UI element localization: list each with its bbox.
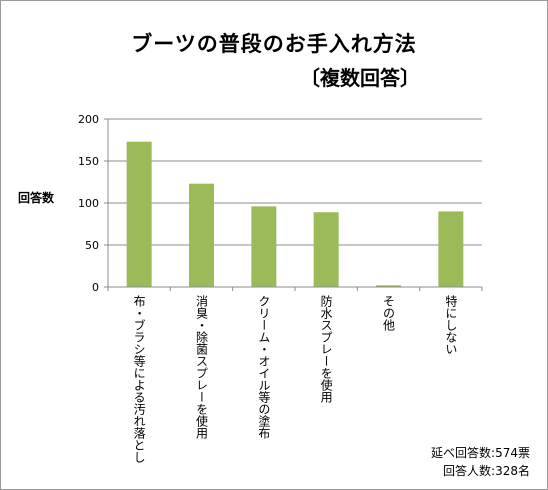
- x-category-label: 消臭・除菌スプレーを使用: [194, 295, 209, 439]
- bar: [126, 141, 152, 287]
- respondents-note: 回答人数:328名: [443, 464, 530, 478]
- y-tick-label: 150: [78, 155, 99, 168]
- y-axis-title: 回答数: [18, 191, 55, 205]
- chart-subtitle: 〔複数回答〕: [300, 66, 420, 90]
- y-tick-label: 0: [92, 281, 99, 294]
- bar: [438, 211, 464, 287]
- bar: [189, 183, 214, 287]
- axis-layer: 0 50 100 150 200: [78, 113, 483, 294]
- y-tick-label: 50: [85, 239, 99, 252]
- bar: [251, 206, 277, 287]
- y-tick-label: 100: [78, 197, 99, 210]
- x-category-label: その他: [381, 295, 396, 331]
- total-answers-note: 延べ回答数:574票: [431, 446, 530, 460]
- y-tick-label: 200: [78, 113, 99, 126]
- x-category-label: 布・ブラシ等による汚れ落とし: [132, 295, 147, 463]
- x-category-label: クリーム・オイル等の塗布: [256, 295, 271, 439]
- chart-title: ブーツの普段のお手入れ方法: [131, 32, 417, 56]
- bar-layer: [126, 141, 464, 287]
- grid-layer: [108, 118, 482, 246]
- x-category-label: 防水スプレーを使用: [319, 295, 334, 403]
- bar: [313, 212, 339, 287]
- x-category-label: 特にしない: [443, 295, 458, 355]
- bar: [376, 285, 401, 287]
